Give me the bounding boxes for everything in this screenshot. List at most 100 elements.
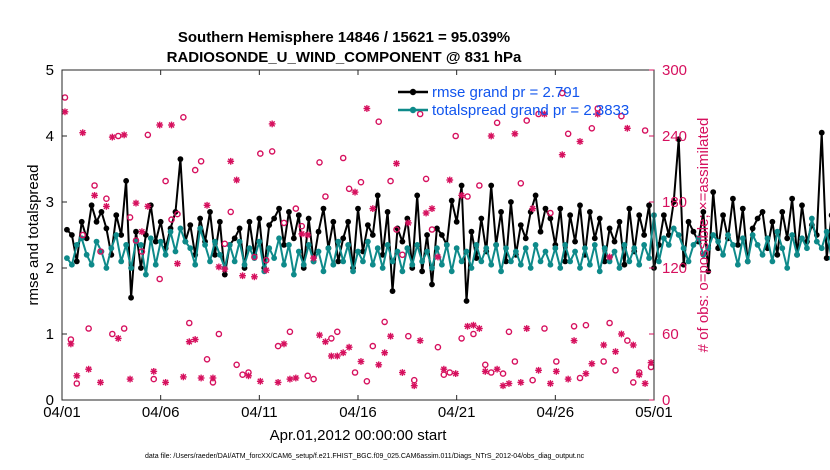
obs-possible-point (227, 208, 235, 216)
obs-possible-point (328, 335, 335, 342)
obs-possible-point (144, 131, 152, 139)
rmse-point (488, 182, 495, 189)
obs-assimilated-point-stroke (127, 376, 134, 383)
rmse-point (567, 212, 574, 219)
rmse-point (295, 212, 302, 219)
totalspread-point (68, 261, 75, 268)
totalspread-point (419, 258, 426, 265)
obs-possible-point (541, 325, 548, 332)
totalspread-point (167, 228, 174, 235)
obs-assimilated-point (322, 338, 329, 346)
totalspread-point (438, 261, 445, 268)
rmse-point (705, 268, 712, 275)
obs-assimilated-point-stroke (393, 160, 400, 167)
obs-possible-point (458, 335, 465, 342)
rmse-point (236, 225, 243, 232)
obs-assimilated-point-stroke (411, 382, 418, 389)
obs-assimilated-point (339, 349, 347, 357)
totalspread-point (808, 215, 815, 222)
obs-assimilated-point (647, 359, 655, 366)
obs-assimilated-point (440, 365, 448, 373)
rmse-point (335, 258, 342, 265)
totalspread-point (128, 265, 134, 271)
obs-assimilated-point-stroke (417, 337, 424, 344)
totalspread-point (325, 245, 332, 252)
totalspread-point (345, 242, 352, 248)
totalspread-point (369, 261, 376, 268)
obs-assimilated-point (475, 325, 483, 332)
obs-possible-point (547, 209, 554, 217)
rmse-point (379, 251, 386, 258)
obs-possible-point (618, 112, 625, 120)
obs-assimilated-point (576, 138, 584, 145)
totalspread-point (384, 242, 391, 248)
obs-assimilated-point-stroke (186, 338, 193, 345)
rmse-point (621, 261, 628, 268)
totalspread-point (473, 242, 480, 248)
totalspread-point (730, 242, 736, 248)
obs-possible-point (251, 253, 258, 261)
obs-assimilated-point (458, 192, 465, 199)
rmse-point (290, 235, 297, 242)
totalspread-point (680, 245, 687, 252)
rmse-point (458, 182, 465, 189)
obs-assimilated-point (452, 370, 460, 377)
rmse-point (734, 242, 741, 248)
y2-tick-label: 120 (662, 260, 687, 277)
obs-assimilated-point-stroke (198, 375, 205, 381)
rmse-point (340, 235, 347, 242)
totalspread-point (527, 265, 534, 271)
totalspread-point (246, 245, 253, 252)
totalspread-point (468, 265, 475, 271)
rmse-point (414, 192, 421, 199)
obs-assimilated-point (67, 340, 75, 348)
data-layer (61, 89, 830, 390)
obs-assimilated-point-stroke (138, 228, 145, 235)
totalspread-point (295, 248, 302, 255)
totalspread-point (276, 235, 282, 242)
obs-possible-point (274, 342, 282, 350)
y-tick-label: 4 (46, 128, 54, 145)
obs-assimilated-point-stroke (79, 129, 86, 136)
rmse-point (818, 129, 825, 136)
obs-assimilated-point-stroke (85, 366, 92, 373)
obs-possible-point (576, 374, 584, 382)
obs-possible-point (641, 127, 649, 134)
obs-assimilated-point-stroke (245, 372, 252, 379)
totalspread-point (784, 265, 791, 271)
obs-assimilated-point-stroke (523, 325, 530, 332)
rmse-point (438, 232, 445, 238)
rmse-point (73, 258, 80, 265)
obs-assimilated-point (487, 132, 495, 140)
totalspread-point (488, 261, 495, 268)
rmse-point (478, 215, 485, 222)
rmse-point (138, 265, 144, 271)
rmse-point (596, 215, 603, 222)
rmse-point (429, 281, 435, 288)
rmse-point (118, 232, 125, 238)
legend-spread-label: totalspread grand pr = 2.3833 (432, 102, 629, 119)
obs-assimilated-point (375, 361, 383, 369)
rmse-point (577, 202, 583, 209)
totalspread-point (364, 238, 371, 245)
totalspread-point (315, 248, 322, 255)
totalspread-point (335, 238, 342, 245)
obs-assimilated-point-stroke (517, 379, 524, 386)
obs-assimilated-point-stroke (452, 370, 459, 377)
obs-assimilated-point (150, 368, 158, 375)
totalspread-point (818, 245, 825, 252)
obs-assimilated-point-stroke (405, 219, 412, 226)
rmse-point (730, 195, 736, 202)
obs-assimilated-point (97, 379, 104, 386)
obs-assimilated-point-stroke (251, 273, 258, 280)
totalspread-point (813, 238, 820, 245)
totalspread-point (355, 248, 361, 255)
totalspread-point (705, 245, 712, 252)
rmse-point (690, 228, 697, 235)
obs-possible-point (564, 130, 572, 138)
obs-possible-point (322, 193, 329, 200)
totalspread-point (779, 245, 786, 252)
obs-possible-point (138, 248, 146, 255)
obs-assimilated-point (114, 335, 122, 342)
obs-assimilated-point (635, 371, 643, 379)
